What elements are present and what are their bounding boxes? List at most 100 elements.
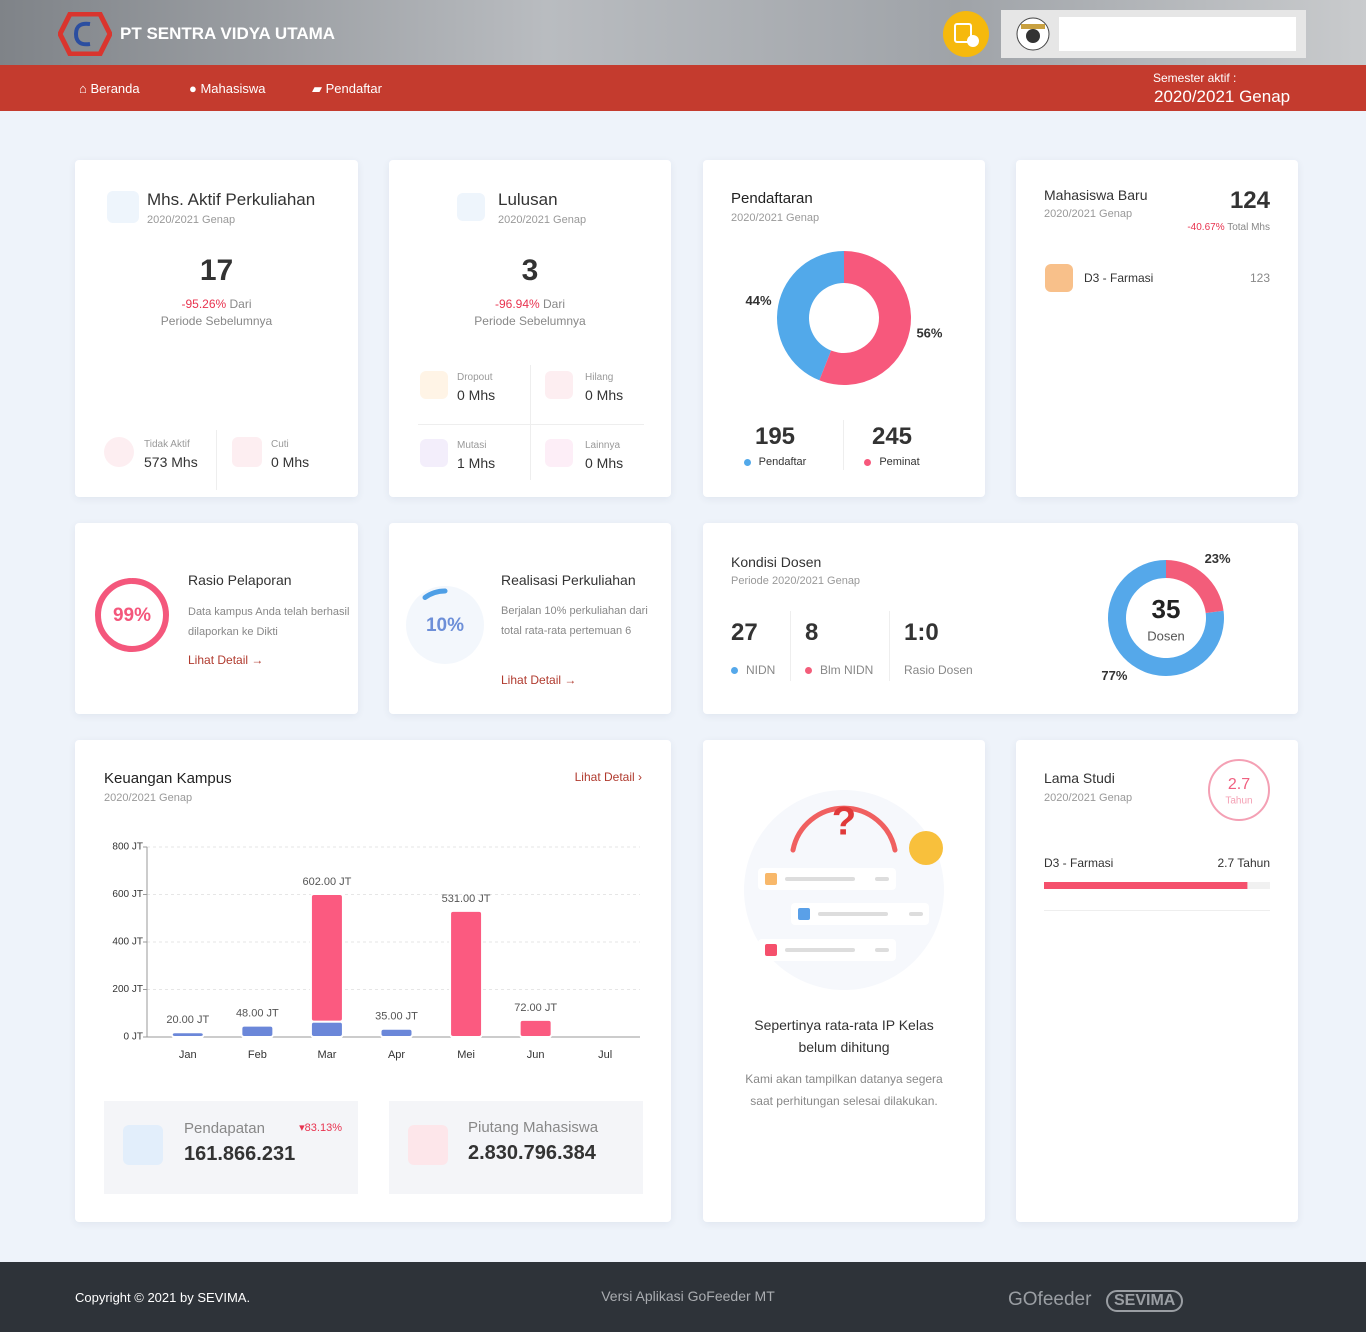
shape xyxy=(875,948,889,952)
card-rasio: 99% Rasio Pelaporan Data kampus Anda tel… xyxy=(75,523,358,714)
y-tick-label: 200 JT xyxy=(112,984,143,995)
progress-bar xyxy=(1044,882,1270,889)
x-tick-label: Jan xyxy=(179,1049,197,1061)
change-text: Dari xyxy=(543,297,566,311)
user-name-box xyxy=(1059,17,1296,51)
detail-link[interactable]: Lihat Detail › xyxy=(574,770,642,784)
divider xyxy=(216,430,217,490)
count: 27 xyxy=(731,619,758,646)
icon xyxy=(408,1125,448,1165)
logo-text: GOfeeder xyxy=(1008,1289,1092,1310)
row-value: 2.7 Tahun xyxy=(1217,856,1271,870)
change-note: Periode Sebelumnya xyxy=(160,314,273,328)
card-keuangan: Keuangan Kampus 2020/2021 Genap Lihat De… xyxy=(75,740,671,1222)
help-button[interactable] xyxy=(943,11,991,59)
donut-chart: 44% 56% xyxy=(746,251,943,385)
data-label: 602.00 JT xyxy=(302,876,351,888)
legend-label: Blm NIDN xyxy=(820,663,874,677)
divider xyxy=(1044,910,1270,911)
shape xyxy=(967,35,979,47)
bar-segment xyxy=(309,1020,344,1038)
summary-label: Piutang Mahasiswa xyxy=(468,1119,599,1136)
donut-segment xyxy=(1166,560,1224,613)
nav-label[interactable]: Beranda xyxy=(90,81,140,96)
legend-entry: Blm NIDN xyxy=(805,663,873,677)
count: 195 xyxy=(754,423,796,450)
stat-value: 0 Mhs xyxy=(585,455,624,471)
stat-label: Dropout xyxy=(457,372,493,383)
illustration: ? xyxy=(744,790,944,990)
card-title: Pendaftaran xyxy=(731,190,813,207)
semester: 2020/2021 Genap xyxy=(1154,87,1291,106)
stat-value: 573 Mhs xyxy=(144,454,198,470)
x-tick-label: Apr xyxy=(388,1049,405,1061)
icon xyxy=(123,1125,163,1165)
icon xyxy=(1045,264,1073,292)
card-title: Lama Studi xyxy=(1044,770,1115,786)
nav-item[interactable]: ▰ Pendaftar xyxy=(312,81,382,96)
nav-label[interactable]: Pendaftar xyxy=(325,81,382,96)
center-value: 35 xyxy=(1152,594,1181,624)
legend-dot xyxy=(743,458,751,466)
x-tick-label: Feb xyxy=(248,1049,267,1061)
summary-box: Piutang Mahasiswa 2.830.796.384 xyxy=(389,1101,643,1194)
detail-link[interactable]: Lihat Detail → xyxy=(188,653,264,667)
summary-change: ▾83.13% xyxy=(299,1122,342,1134)
progress-arc xyxy=(408,588,482,662)
header: PT SENTRA VIDYA UTAMA xyxy=(0,0,1366,65)
card-title: Mhs. Aktif Perkuliahan xyxy=(147,190,316,209)
summary-value: 161.866.231 xyxy=(184,1143,296,1165)
row-value: 123 xyxy=(1249,271,1270,285)
shape xyxy=(790,805,898,853)
shape: ? xyxy=(832,800,856,844)
stat-label: Cuti xyxy=(271,439,289,450)
count: 8 xyxy=(805,619,819,646)
card-title: Rasio Pelaporan xyxy=(188,572,292,588)
card-ip: ? Sepertinya rata-rata IP Kelas belum di… xyxy=(703,740,985,1222)
profile[interactable] xyxy=(1001,10,1306,58)
donut-segment xyxy=(819,251,911,385)
x-tick-label: Mar xyxy=(317,1049,336,1061)
data-label: 44% xyxy=(746,293,772,308)
icon xyxy=(545,439,573,467)
card-realisasi: 10% Realisasi Perkuliahan Berjalan 10% p… xyxy=(389,523,671,714)
data-label: 531.00 JT xyxy=(442,893,491,905)
icon xyxy=(420,439,448,467)
semester-label: Semester aktif : xyxy=(1153,71,1237,85)
card-mahasiswa-baru: Mahasiswa Baru 2020/2021 Genap 124 -40.6… xyxy=(1016,160,1298,497)
icon xyxy=(232,437,262,467)
stat-label: Lainnya xyxy=(585,440,621,451)
shape xyxy=(798,908,810,920)
period: 2020/2021 Genap xyxy=(1044,792,1133,804)
ratio-label: Rasio Dosen xyxy=(904,663,973,677)
icon xyxy=(420,371,448,399)
stat-value: 0 Mhs xyxy=(585,387,624,403)
legend-dot xyxy=(731,667,738,675)
nav-item[interactable]: ⌂ Beranda xyxy=(79,81,140,96)
divider xyxy=(843,420,844,470)
change-value: -95.26% xyxy=(181,297,227,311)
legend-entry: NIDN xyxy=(731,663,775,677)
card-lulusan: Lulusan 2020/2021 Genap 3 -96.94% Dari P… xyxy=(389,160,671,497)
shape xyxy=(818,912,888,916)
bar-segment xyxy=(379,1027,414,1038)
shape xyxy=(765,944,777,956)
shape xyxy=(73,21,91,47)
y-tick-label: 600 JT xyxy=(112,889,143,900)
change: -40.67% Total Mhs xyxy=(1187,222,1270,233)
card-title: Lulusan xyxy=(498,190,558,209)
ring-label: 10% xyxy=(426,615,464,636)
donut-segment xyxy=(1108,560,1224,676)
shape xyxy=(943,11,989,57)
legend-label: Pendaftar xyxy=(758,456,807,468)
nav-label[interactable]: Mahasiswa xyxy=(200,81,266,96)
change-value: -96.94% xyxy=(494,297,540,311)
stat-label: Mutasi xyxy=(457,440,487,451)
nav-item[interactable]: ● Mahasiswa xyxy=(189,81,266,96)
divider xyxy=(790,611,791,681)
legend-entry: Pendaftar xyxy=(725,456,825,468)
x-tick-label: Jul xyxy=(598,1049,612,1061)
period: 2020/2021 Genap xyxy=(498,214,587,226)
bar-segment xyxy=(240,1024,275,1039)
detail-link[interactable]: Lihat Detail → xyxy=(501,673,577,687)
